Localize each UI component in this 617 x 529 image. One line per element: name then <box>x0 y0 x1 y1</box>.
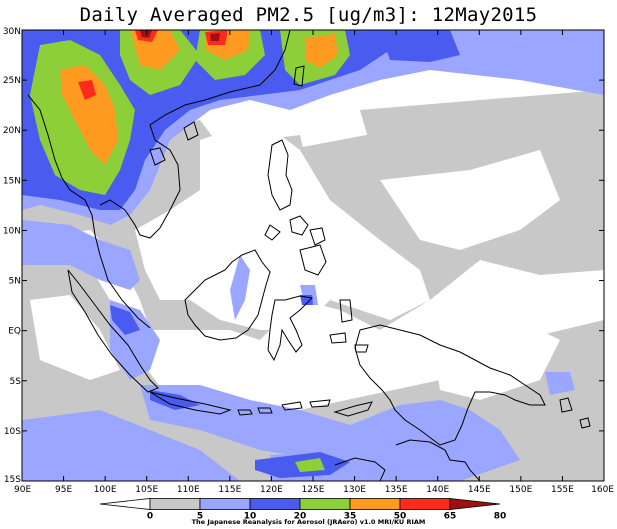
lon-label: 110E <box>177 485 200 495</box>
colorbar-segment <box>199 498 251 510</box>
colorbar-label: 80 <box>494 512 507 522</box>
lon-label: 100E <box>94 485 117 495</box>
credit-text: The Japanese Reanalysis for Aerosol (JRA… <box>191 518 426 526</box>
colorbar-segment <box>249 498 301 510</box>
lat-label: 15S <box>4 475 21 485</box>
lon-label: 160E <box>591 485 614 495</box>
lat-label: 10S <box>4 427 21 437</box>
colorbar-segment <box>399 498 451 510</box>
colorbar-label: 10 <box>244 512 257 522</box>
colorbar-label: 20 <box>294 512 307 522</box>
lat-label: EQ <box>8 327 21 337</box>
colorbar-segment <box>299 498 351 510</box>
colorbar-segment <box>349 498 401 510</box>
latitude-axis: 30N 25N 20N 15N 10N 5N EQ 5S 10S 15S <box>3 27 604 485</box>
lat-label: 5S <box>10 377 22 387</box>
colorbar-label: 5 <box>197 512 203 522</box>
lon-label: 145E <box>468 485 491 495</box>
lon-label: 105E <box>135 485 158 495</box>
white-0-5-zones <box>30 120 560 400</box>
lat-label: 25N <box>3 76 21 86</box>
colorbar-label: 35 <box>344 512 357 522</box>
colorbar-label: 0 <box>147 512 153 522</box>
lon-label: 115E <box>218 485 241 495</box>
colorbar-segment <box>449 498 501 510</box>
coastlines <box>27 30 591 481</box>
lon-label: 125E <box>302 485 325 495</box>
colorbar-segment <box>99 498 151 510</box>
lon-label: 90E <box>14 485 31 495</box>
lat-label: 20N <box>3 126 21 136</box>
colorbar: 0 5 10 20 35 50 65 80 <box>99 498 507 522</box>
lat-label: 10N <box>3 226 21 236</box>
pm25-field <box>22 30 604 481</box>
darkred-80plus-zones <box>140 30 220 41</box>
lon-label: 135E <box>385 485 408 495</box>
lat-label: 15N <box>3 176 21 186</box>
longitude-axis: 90E 95E 100E 105E 110E 115E 120E 125E 130E 135E 14… <box>14 30 614 495</box>
lon-label: 95E <box>55 485 72 495</box>
lat-label: 30N <box>3 27 21 37</box>
lon-label: 130E <box>343 485 366 495</box>
lon-label: 155E <box>551 485 574 495</box>
orange-50-65-zones <box>60 30 338 165</box>
lon-label: 120E <box>260 485 283 495</box>
lon-label: 140E <box>426 485 449 495</box>
colorbar-label: 65 <box>444 512 457 522</box>
lon-label: 150E <box>509 485 532 495</box>
colorbar-label: 50 <box>394 512 407 522</box>
map-title: Daily Averaged PM2.5 [ug/m3]: 12May2015 <box>79 4 538 26</box>
colorbar-segment <box>149 498 201 510</box>
lat-label: 5N <box>9 277 21 287</box>
